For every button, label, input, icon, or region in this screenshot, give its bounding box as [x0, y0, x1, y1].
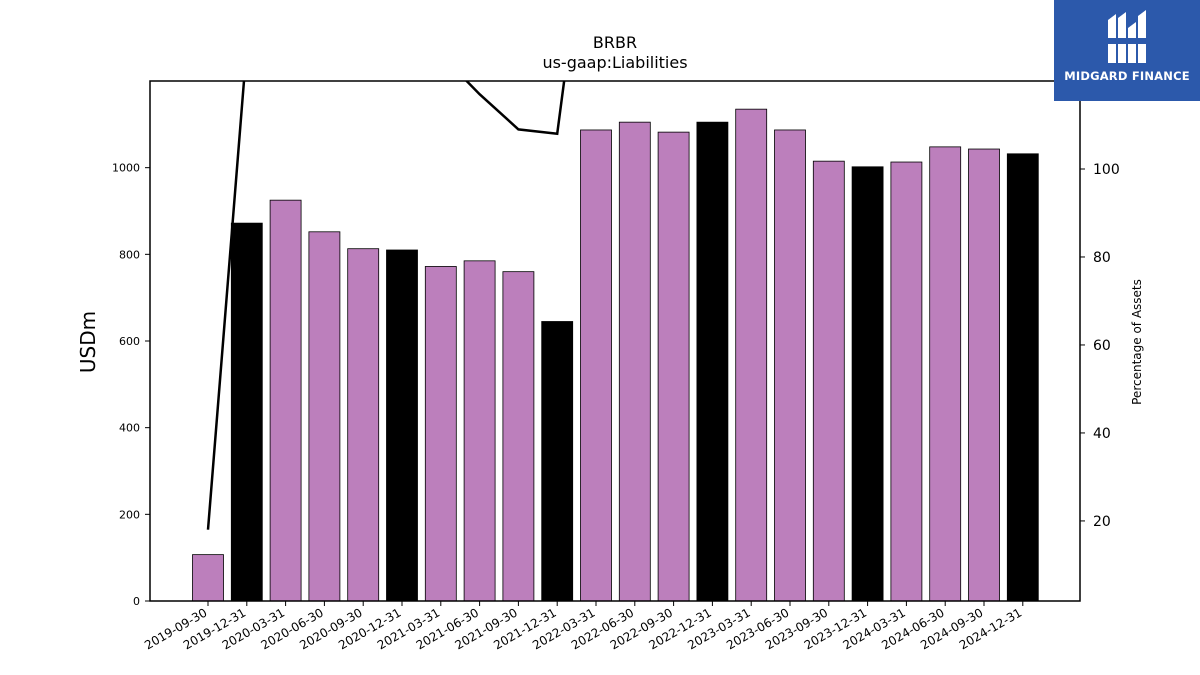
bar-2022-09-30: [657, 131, 690, 602]
y-tick-label: 1000: [112, 162, 140, 175]
bar-2024-03-31: [890, 161, 923, 602]
bar-2020-06-30: [308, 231, 341, 602]
y2-tick-label: 40: [1093, 426, 1111, 442]
y-axis-left: 0 200 400 600 800 1000: [112, 162, 150, 608]
y-tick-label: 0: [133, 595, 140, 608]
y-tick-label: 200: [119, 508, 140, 521]
y-tick-label: 600: [119, 335, 140, 348]
bar-2020-03-31: [269, 199, 302, 602]
y2-tick-label: 20: [1093, 514, 1111, 530]
bar-2022-03-31: [580, 129, 612, 602]
bar-2020-09-30: [347, 248, 380, 602]
brand-name: MIDGARD FINANCE: [1064, 69, 1190, 83]
chart-title: BRBR: [593, 33, 637, 52]
bar-2024-09-30: [968, 148, 1000, 602]
brand-logo: MIDGARD FINANCE: [1054, 0, 1200, 101]
y2-tick-label: 100: [1093, 162, 1120, 178]
bar-2024-12-31: [1006, 153, 1039, 602]
bar-2022-12-31: [696, 121, 729, 602]
x-axis: 2019-09-302019-12-312020-03-312020-06-30…: [142, 601, 1024, 652]
midgard-logo-icon: [1106, 10, 1148, 63]
bar-2021-03-31: [424, 266, 457, 602]
y-tick-label: 800: [119, 248, 140, 261]
bar-2024-06-30: [929, 146, 962, 602]
chart-subtitle: us-gaap:Liabilities: [542, 53, 687, 72]
bar-2021-09-30: [502, 271, 535, 602]
y2-axis-label: Percentage of Assets: [1130, 279, 1144, 405]
bar-series: [192, 108, 1039, 602]
bar-2022-06-30: [618, 121, 651, 602]
y-tick-label: 400: [119, 422, 140, 435]
y-axis-right: 20 40 60 80 100: [1080, 162, 1120, 530]
bar-2021-12-31: [541, 321, 574, 602]
bar-2021-06-30: [463, 260, 496, 602]
bar-2023-06-30: [774, 129, 806, 602]
bar-2020-12-31: [386, 249, 418, 602]
bar-2023-12-31: [851, 166, 884, 602]
bar-2023-03-31: [735, 108, 768, 602]
bar-2023-09-30: [812, 160, 845, 602]
y2-tick-label: 60: [1093, 338, 1111, 354]
y2-tick-label: 80: [1093, 250, 1111, 266]
bar-2019-09-30: [192, 554, 224, 602]
bar-2019-12-31: [230, 222, 263, 602]
y-axis-label: USDm: [76, 311, 100, 373]
